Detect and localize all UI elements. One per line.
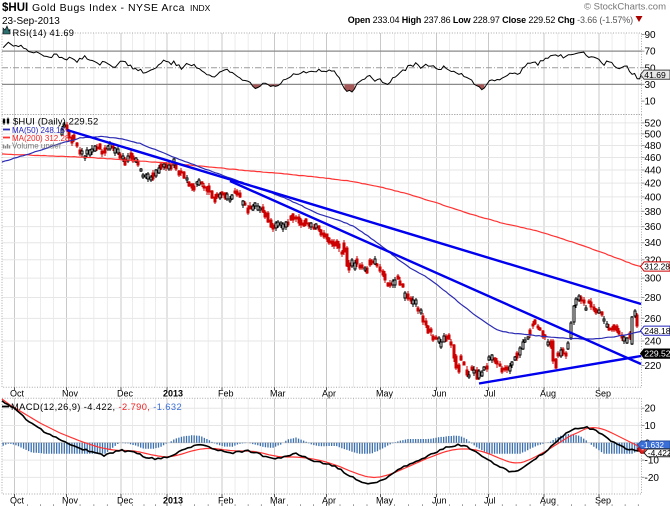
- svg-text:Apr: Apr: [322, 496, 336, 506]
- svg-text:Volume undef: Volume undef: [12, 142, 62, 151]
- svg-text:Jul: Jul: [484, 496, 496, 506]
- svg-text:Gold Bugs Index - NYSE Arca: Gold Bugs Index - NYSE Arca: [32, 2, 185, 14]
- svg-text:RSI(14) 41.69: RSI(14) 41.69: [13, 28, 75, 38]
- svg-text:Jul: Jul: [484, 389, 496, 399]
- svg-text:360: 360: [645, 222, 662, 233]
- svg-text:420: 420: [645, 179, 662, 190]
- svg-text:Feb: Feb: [218, 496, 234, 506]
- svg-text:400: 400: [645, 192, 662, 203]
- svg-text:Sep: Sep: [595, 496, 611, 506]
- svg-text:Sep: Sep: [595, 389, 611, 399]
- svg-text:Open 233.04 High 237.86 Low 22: Open 233.04 High 237.86 Low 228.97 Close…: [348, 15, 633, 25]
- svg-text:-10: -10: [645, 456, 660, 467]
- svg-text:Nov: Nov: [62, 496, 79, 506]
- svg-text:Apr: Apr: [322, 389, 336, 399]
- svg-text:-1.632: -1.632: [641, 441, 664, 450]
- svg-text:10: 10: [645, 421, 657, 432]
- svg-text:Jun: Jun: [432, 496, 447, 506]
- svg-text:50: 50: [645, 63, 657, 74]
- svg-text:$HUI: $HUI: [2, 2, 28, 14]
- svg-text:460: 460: [645, 153, 662, 164]
- svg-text:Dec: Dec: [117, 389, 134, 399]
- svg-text:440: 440: [645, 166, 662, 177]
- svg-text:240: 240: [645, 337, 662, 348]
- svg-text:Oct: Oct: [10, 496, 25, 506]
- svg-text:© StockCharts.com: © StockCharts.com: [584, 2, 666, 13]
- svg-text:Mar: Mar: [270, 496, 286, 506]
- svg-text:Oct: Oct: [10, 389, 25, 399]
- svg-text:-4.422: -4.422: [648, 448, 670, 458]
- svg-text:Mar: Mar: [270, 389, 286, 399]
- svg-text:Aug: Aug: [540, 389, 556, 399]
- svg-text:248.18: 248.18: [644, 326, 670, 336]
- svg-text:229.52: 229.52: [644, 349, 670, 359]
- svg-text:Aug: Aug: [540, 496, 556, 506]
- svg-text:220: 220: [645, 361, 662, 372]
- svg-text:41.69: 41.69: [644, 70, 666, 80]
- svg-text:MA(200) 312.28: MA(200) 312.28: [12, 134, 70, 143]
- svg-text:MACD(12,26,9) -4.422, -2.790,: MACD(12,26,9) -4.422, -2.790, -1.632: [11, 402, 182, 412]
- svg-text:2013: 2013: [163, 389, 183, 399]
- svg-text:300: 300: [645, 274, 662, 285]
- svg-text:May: May: [376, 389, 394, 399]
- svg-text:Dec: Dec: [117, 496, 134, 506]
- svg-text:INDX: INDX: [190, 3, 211, 13]
- svg-text:Feb: Feb: [218, 389, 234, 399]
- svg-text:MA(50) 248.18: MA(50) 248.18: [12, 126, 65, 135]
- svg-text:Jun: Jun: [432, 389, 447, 399]
- svg-text:2013: 2013: [163, 496, 183, 506]
- svg-text:380: 380: [645, 207, 662, 218]
- svg-text:90: 90: [645, 30, 657, 41]
- svg-text:May: May: [376, 496, 394, 506]
- svg-text:480: 480: [645, 141, 662, 152]
- svg-text:280: 280: [645, 293, 662, 304]
- svg-text:10: 10: [645, 97, 657, 108]
- svg-text:30: 30: [645, 80, 657, 91]
- svg-text:500: 500: [645, 129, 662, 140]
- svg-text:$HUI (Daily) 229.52: $HUI (Daily) 229.52: [13, 117, 98, 128]
- svg-text:320: 320: [645, 255, 662, 266]
- svg-text:-20: -20: [645, 473, 660, 484]
- svg-text:70: 70: [645, 47, 657, 58]
- svg-text:340: 340: [645, 238, 662, 249]
- svg-text:520: 520: [645, 118, 662, 129]
- svg-text:20: 20: [645, 404, 657, 415]
- svg-text:Nov: Nov: [62, 389, 79, 399]
- svg-text:312.28: 312.28: [644, 262, 670, 272]
- svg-text:260: 260: [645, 314, 662, 325]
- svg-text:23-Sep-2013: 23-Sep-2013: [2, 16, 60, 27]
